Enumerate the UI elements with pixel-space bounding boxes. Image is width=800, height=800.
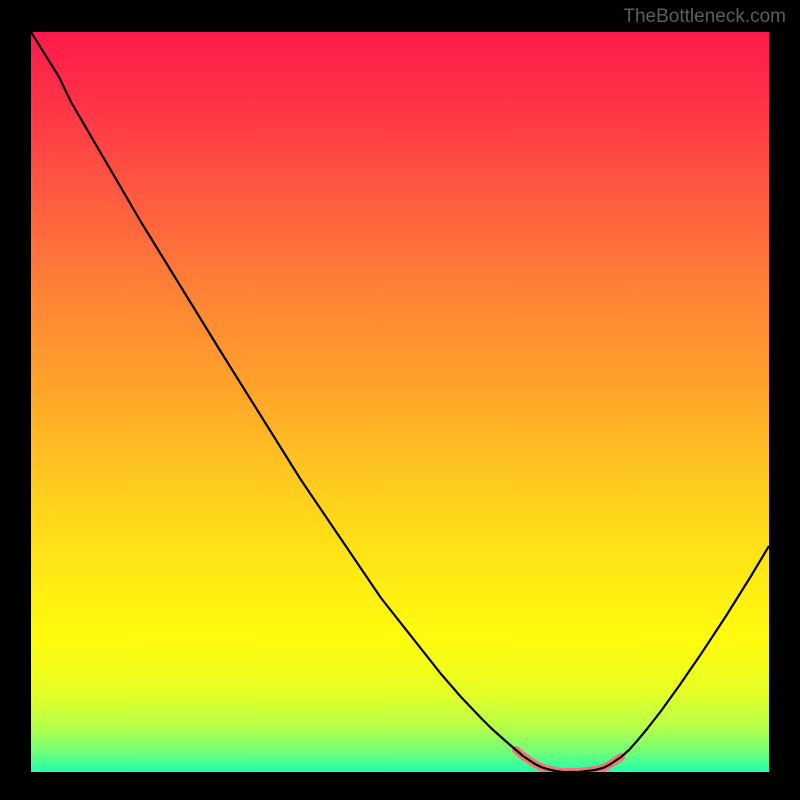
watermark-text: TheBottleneck.com	[623, 6, 786, 28]
chart-svg	[31, 32, 769, 772]
chart-plot-area	[31, 32, 769, 772]
gradient-background	[31, 32, 769, 772]
